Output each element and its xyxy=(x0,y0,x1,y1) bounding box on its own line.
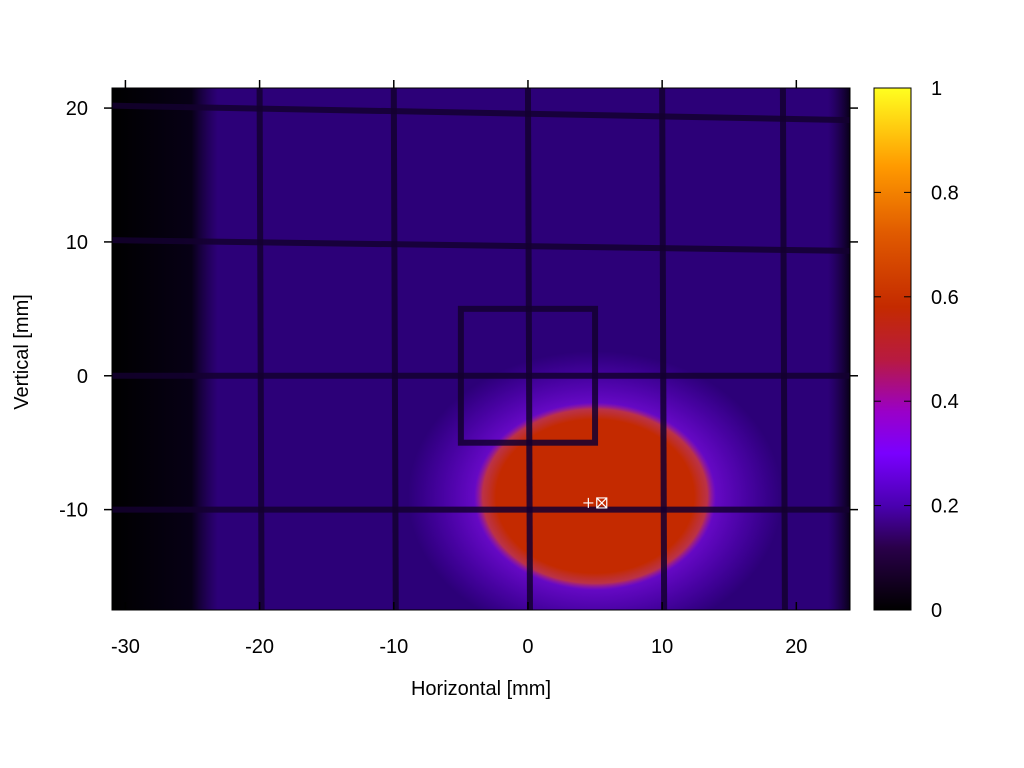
y-tick-label: 10 xyxy=(66,232,88,254)
colorbar-gradient xyxy=(873,87,912,611)
y-axis-label: Vertical [mm] xyxy=(11,294,33,410)
grid-wire-vertical xyxy=(659,88,668,610)
y-tick-label: 0 xyxy=(77,366,88,388)
grid-wire-vertical xyxy=(524,88,533,610)
marker-box-cross xyxy=(596,497,608,509)
dark-edge-right xyxy=(828,88,850,610)
x-axis-label: Horizontal [mm] xyxy=(411,678,551,700)
dark-edge-left xyxy=(112,88,218,610)
x-tick-label: -20 xyxy=(245,636,274,658)
x-tick-label: 10 xyxy=(651,636,673,658)
x-tick-label: -10 xyxy=(379,636,408,658)
y-tick-label: 20 xyxy=(66,98,88,120)
grid-wire-vertical xyxy=(390,88,399,610)
colorbar-tick-label: 0 xyxy=(931,600,942,622)
grid-wire-vertical xyxy=(779,88,788,610)
y-tick-label: -10 xyxy=(59,500,88,522)
colorbar-tick-label: 0.8 xyxy=(931,182,959,204)
x-tick-label: -30 xyxy=(111,636,140,658)
inner-square-frame xyxy=(457,305,599,446)
colorbar-tick-label: 0.4 xyxy=(931,391,959,413)
grid-wire-horizontal xyxy=(112,102,850,124)
x-tick-label: 0 xyxy=(522,636,533,658)
grid-wire-vertical xyxy=(256,88,265,610)
colorbar: 0 0.2 0.4 0.6 0.8 1 xyxy=(873,78,959,622)
beam-spot-core xyxy=(474,402,716,590)
heatmap xyxy=(112,88,850,610)
colorbar-tick-label: 1 xyxy=(931,78,942,100)
colorbar-tick-label: 0.6 xyxy=(931,287,959,309)
grid-wire-horizontal xyxy=(112,237,850,254)
plot-border xyxy=(111,87,851,611)
colorbar-tick-label: 0.2 xyxy=(931,496,959,518)
x-tick-label: 20 xyxy=(785,636,807,658)
axes: -30 -20 -10 0 10 20 -10 0 10 20 xyxy=(59,80,858,658)
marker-plus xyxy=(583,497,594,508)
